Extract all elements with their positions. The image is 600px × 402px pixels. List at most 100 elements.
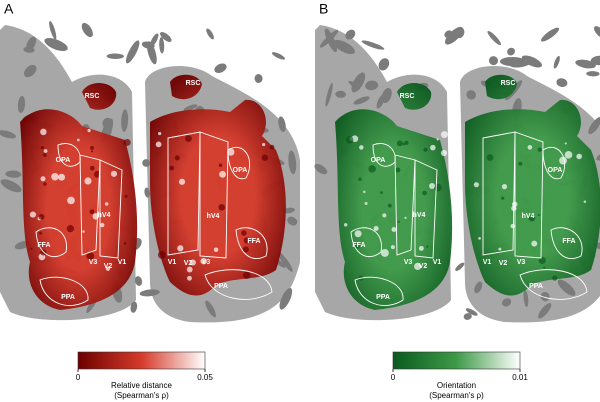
colorbar-tick-label: 0.05 xyxy=(197,373,213,382)
roi-outline xyxy=(79,154,101,256)
sulcus xyxy=(557,279,576,296)
speckle xyxy=(241,230,247,236)
speckle xyxy=(391,226,397,232)
roi-label: V1 xyxy=(118,259,127,266)
activation-map xyxy=(465,74,600,296)
speckle xyxy=(552,275,558,281)
speckle xyxy=(396,140,403,147)
speckle xyxy=(555,169,558,172)
speckle xyxy=(510,223,515,229)
sulcus xyxy=(465,308,478,316)
roi-outline xyxy=(394,154,416,256)
sulcus xyxy=(523,290,529,307)
sulcus xyxy=(444,30,453,38)
speckle xyxy=(84,177,92,185)
speckle xyxy=(157,251,166,259)
sulcus xyxy=(159,37,165,54)
speckle xyxy=(429,182,436,189)
roi-label: V3 xyxy=(89,259,98,266)
speckle xyxy=(262,142,266,147)
roi-outline xyxy=(354,276,404,306)
sulcus xyxy=(378,58,390,71)
sulcus xyxy=(106,53,124,59)
speckle xyxy=(373,225,379,231)
roi-label: hV4 xyxy=(207,213,220,220)
panel: A RSC OPA hV4 FFA V3 V2 V1 PPA RSC OPA hV4 FFA V1 V2 V3… xyxy=(0,1,300,400)
speckle xyxy=(380,248,389,257)
sulcus xyxy=(0,130,16,139)
sulcus xyxy=(206,28,214,40)
roi-label: hV4 xyxy=(98,212,111,219)
sulcus xyxy=(139,289,160,297)
sulcus xyxy=(287,216,298,226)
roi-outline xyxy=(235,227,268,259)
speckle xyxy=(436,138,439,141)
speckle xyxy=(38,231,43,235)
sulcus xyxy=(17,96,26,113)
speckle xyxy=(414,262,422,271)
speckle xyxy=(124,194,128,198)
speckle xyxy=(473,182,479,188)
panel-label: A xyxy=(4,1,14,17)
sulcus xyxy=(590,55,600,66)
activation-map xyxy=(150,74,286,296)
sulcus xyxy=(314,163,328,175)
sulcus xyxy=(5,170,22,178)
roi-outline xyxy=(519,269,588,300)
speckle xyxy=(177,245,184,252)
sulcus xyxy=(279,288,293,310)
sulcus xyxy=(474,281,483,294)
speckle xyxy=(478,236,481,240)
speckle xyxy=(189,259,196,266)
roi-outline xyxy=(167,131,201,256)
speckle xyxy=(66,225,74,233)
speckle xyxy=(43,182,47,186)
speckle xyxy=(528,214,536,222)
roi-label: V2 xyxy=(419,263,428,270)
roi-outline xyxy=(35,227,67,257)
speckle xyxy=(531,240,538,247)
sulcus xyxy=(333,39,355,55)
activation-map xyxy=(20,83,138,310)
colorbar-title: Relative distance xyxy=(111,381,172,390)
speckle xyxy=(527,145,533,150)
sulcus xyxy=(466,90,477,100)
sulcus xyxy=(205,300,216,318)
sulcus xyxy=(183,104,198,112)
roi-outline xyxy=(199,131,229,259)
sulcus xyxy=(540,27,560,42)
roi-label: hV4 xyxy=(413,212,426,219)
speckle xyxy=(368,165,376,173)
speckle xyxy=(38,213,45,220)
speckle xyxy=(40,176,46,182)
speckle xyxy=(123,138,131,146)
sulcus xyxy=(463,313,472,320)
speckle xyxy=(89,209,95,215)
speckle xyxy=(67,196,75,205)
roi-label: OPA xyxy=(233,167,248,174)
sulcus xyxy=(44,38,68,52)
speckle xyxy=(213,247,219,253)
speckle xyxy=(105,266,111,271)
speckle xyxy=(345,135,354,144)
sulcus xyxy=(325,82,333,107)
panel: B RSC OPA hV4 FFA V3 V2 V1 PPA RSC OPA hV4 FFA V1 V2 V3… xyxy=(314,1,600,400)
roi-label: V3 xyxy=(517,259,526,266)
speckle xyxy=(402,142,406,146)
sulcus xyxy=(507,47,515,56)
speckle xyxy=(100,222,105,228)
sulcus xyxy=(556,78,568,88)
speckle xyxy=(418,245,424,251)
sulcus xyxy=(488,56,498,66)
roi-outline xyxy=(99,159,123,259)
sulcus xyxy=(0,179,22,193)
sulcus xyxy=(361,40,385,50)
roi-label: hV4 xyxy=(522,213,535,220)
speckle xyxy=(218,204,226,211)
speckle xyxy=(426,245,429,248)
sulcus xyxy=(278,116,286,133)
speckle xyxy=(242,271,251,279)
roi-label: PPA xyxy=(529,283,543,290)
sulcus xyxy=(277,251,293,272)
colorbar-subtitle: (Spearman's ρ) xyxy=(429,391,484,400)
